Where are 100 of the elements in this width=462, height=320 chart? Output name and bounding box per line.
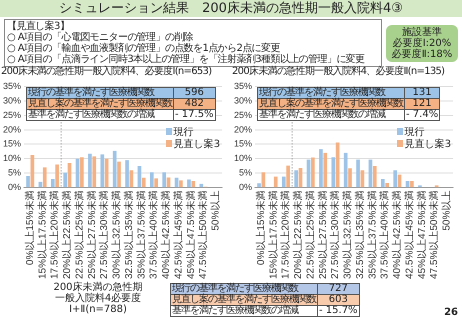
bar bbox=[150, 172, 154, 188]
y-tick-label: 20% bbox=[234, 124, 252, 134]
bar bbox=[191, 180, 196, 188]
bar bbox=[298, 168, 302, 188]
x-tick-label: 25%以上27.5%未満 bbox=[316, 190, 329, 280]
y-tick-label: 30% bbox=[3, 95, 22, 106]
x-tick-label: 45%以上47.5%未満 bbox=[184, 190, 197, 280]
bar bbox=[88, 154, 92, 188]
bar bbox=[138, 166, 142, 188]
text: ○ A項目の「心電図モニターの管理」の削除 bbox=[7, 32, 194, 43]
annotation: - 7.4% bbox=[404, 109, 440, 121]
chart-title: 200床未満の急性期一般入院料4、必要度Ⅱ(n=135) bbox=[232, 66, 444, 78]
legend-label: 見直し案3 bbox=[404, 139, 452, 150]
y-tick-label: 25% bbox=[3, 110, 22, 120]
bar bbox=[410, 180, 414, 188]
bar bbox=[348, 168, 352, 188]
x-tick-label: 50%以上 bbox=[440, 190, 453, 231]
text: 施設基準 bbox=[402, 27, 443, 38]
y-tick-label: 0% bbox=[8, 182, 22, 192]
annotation: - 17.5% bbox=[174, 109, 216, 121]
annotation: 482 bbox=[174, 98, 216, 110]
x-tick-label: 40%以上42.5%未満 bbox=[391, 190, 404, 280]
x-tick-label: 30%以上32.5%未満 bbox=[110, 190, 123, 280]
text: 見直し案の基準を満たす医療機関数 bbox=[170, 294, 318, 306]
y-tick-label: 5% bbox=[8, 168, 22, 178]
x-tick-label: 17.5%以上20%未満 bbox=[280, 190, 292, 280]
bar bbox=[356, 160, 360, 188]
text: 26 bbox=[444, 307, 458, 318]
y-tick-label: 10% bbox=[3, 153, 22, 164]
annotation: 基準を満たす医療機関数の増減 bbox=[258, 109, 404, 121]
x-tick-label: 35%以上37.5%未満 bbox=[366, 190, 378, 280]
x-tick-label: 42.5%以上45%未満 bbox=[172, 190, 184, 280]
x-tick-label: 50%以上 bbox=[210, 190, 222, 231]
y-tick-label: 5% bbox=[239, 168, 252, 178]
text: 必要度Ⅰ:20% bbox=[392, 38, 452, 49]
x-tick-label: 22.5%以上25%未満 bbox=[304, 190, 316, 280]
bar bbox=[274, 176, 278, 188]
x-tick-label: 35%以上37.5%未満 bbox=[135, 190, 148, 280]
text: 200床未満の急性期一般入院料4必要度Ⅰ+Ⅱ(n=788) bbox=[52, 282, 144, 315]
x-tick-label: 32.5%以上35%未満 bbox=[354, 190, 366, 280]
bar bbox=[393, 170, 398, 188]
bar bbox=[63, 172, 68, 188]
x-tick-label: 0%以上15%未満 bbox=[254, 190, 267, 266]
bar bbox=[166, 178, 170, 188]
bar bbox=[76, 158, 80, 188]
bar bbox=[142, 178, 146, 188]
x-tick-label: 45%以上47.5%未満 bbox=[416, 190, 428, 280]
bar bbox=[162, 172, 166, 188]
annotation: 現行の基準を満たす医療機関数 bbox=[26, 87, 174, 99]
bar bbox=[50, 178, 55, 188]
x-tick-label: 17.5%以上20%未満 bbox=[48, 190, 61, 280]
x-tick-label: 47.5%以上50%未満 bbox=[428, 190, 440, 280]
bar bbox=[336, 142, 340, 188]
text: 727 bbox=[318, 283, 360, 294]
text: シミュレーション結果 200床未満の急性期一般入院料4③ bbox=[0, 0, 462, 17]
text: 【見直し案3】 bbox=[7, 21, 70, 32]
x-tick-label: 27.5%以上30%未満 bbox=[329, 190, 342, 280]
x-tick-label: 37.5%以上40%未満 bbox=[378, 190, 391, 280]
bar bbox=[55, 164, 59, 188]
bar bbox=[344, 152, 348, 188]
bar bbox=[104, 158, 108, 188]
bar bbox=[174, 178, 178, 188]
bar bbox=[380, 178, 385, 188]
bar bbox=[80, 157, 84, 188]
chart-title: 200床未満の急性期一般入院料4、必要度Ⅰ(n=653) bbox=[1, 66, 212, 78]
y-tick-label: 25% bbox=[234, 110, 252, 120]
y-tick-label: 15% bbox=[234, 138, 252, 149]
bar bbox=[92, 156, 96, 188]
x-tick-label: 40%以上42.5%未満 bbox=[160, 190, 172, 280]
x-tick-label: 20%以上22.5%未満 bbox=[292, 190, 304, 280]
y-tick-label: 30% bbox=[234, 95, 252, 106]
bar bbox=[286, 166, 290, 188]
bar bbox=[30, 154, 34, 188]
bar bbox=[26, 176, 30, 188]
x-tick-label: 15%以上17.5%未満 bbox=[36, 190, 48, 280]
y-tick-label: 35% bbox=[3, 80, 22, 91]
text: 基準を満たす医療機関数の増減 bbox=[170, 305, 318, 316]
bar bbox=[294, 170, 298, 188]
annotation: 121 bbox=[404, 98, 440, 110]
y-tick-label: 0% bbox=[239, 182, 252, 192]
text: ○ A項目の「点滴ライン同時3本以上の管理」を「注射薬剤3種類以上の管理」に変更 bbox=[7, 54, 366, 65]
legend-label: 現行 bbox=[404, 127, 425, 138]
bar bbox=[38, 182, 42, 188]
annotation: 基準を満たす医療機関数の増減 bbox=[26, 109, 174, 121]
annotation: 131 bbox=[404, 87, 440, 99]
bar bbox=[306, 160, 310, 188]
bar bbox=[406, 180, 410, 188]
bar bbox=[385, 183, 389, 188]
bar bbox=[187, 180, 191, 188]
bar bbox=[331, 157, 336, 188]
text: - 15.7% bbox=[318, 305, 360, 316]
x-tick-label: 42.5%以上45%未満 bbox=[403, 190, 416, 280]
bar bbox=[368, 160, 372, 188]
bar bbox=[112, 150, 117, 188]
bar bbox=[360, 170, 364, 188]
text: 603 bbox=[318, 294, 360, 306]
text: ○ A項目の「輸血や血液製剤の管理」の点数を1点から2点に変更 bbox=[7, 43, 280, 54]
x-tick-label: 22.5%以上25%未満 bbox=[73, 190, 86, 280]
bar bbox=[311, 158, 315, 188]
text: 必要度Ⅱ:18% bbox=[390, 49, 454, 60]
